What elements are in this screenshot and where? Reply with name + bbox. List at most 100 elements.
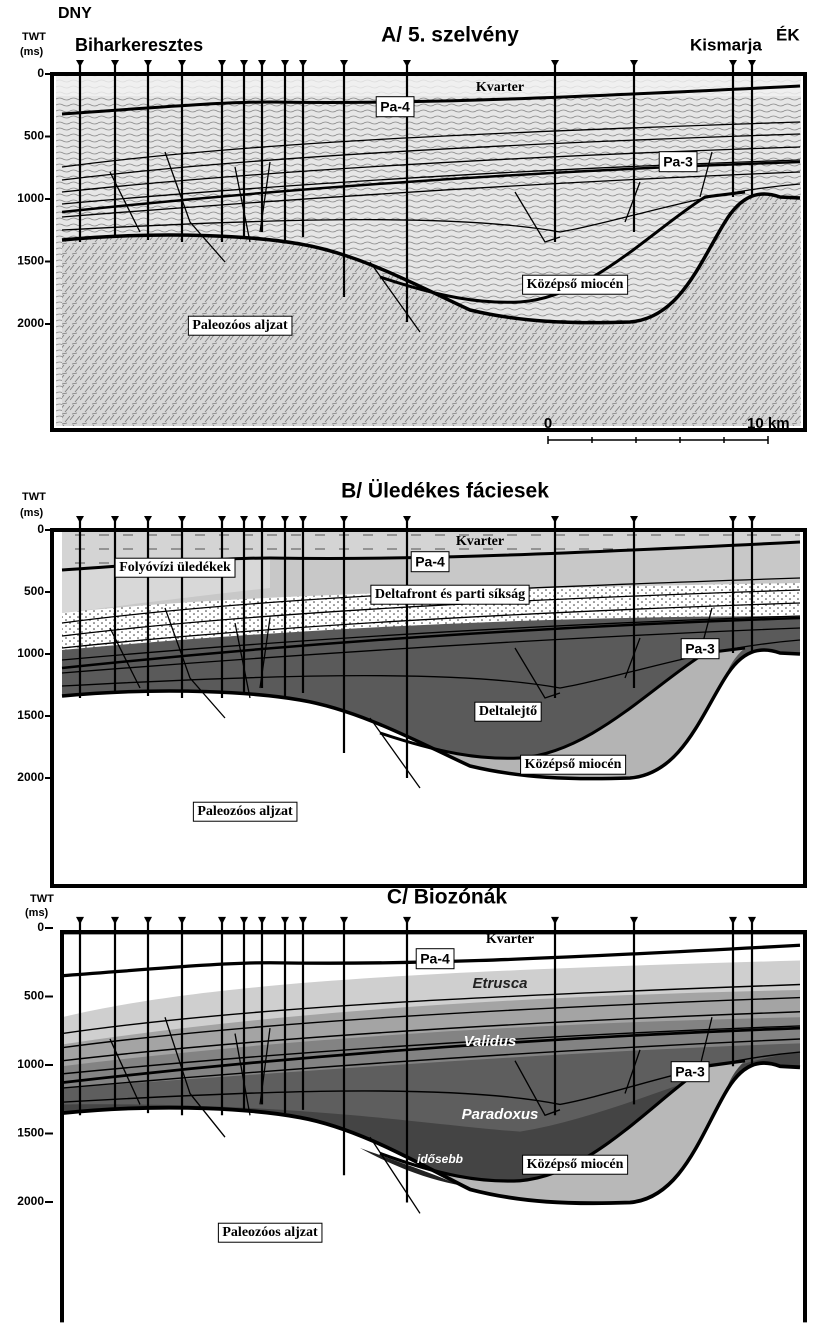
horizon-label: Pa-3 [685, 641, 715, 657]
figure: DNY TWT (ms) Biharkeresztes A/ 5. szelvé… [0, 0, 819, 1331]
well-head [630, 516, 638, 523]
axis-title: TWT [30, 893, 54, 905]
well-head [76, 917, 84, 925]
well-head [551, 60, 559, 67]
y-tick-label: 500 [24, 584, 44, 598]
scale-label: 0 [544, 415, 552, 432]
well-head [748, 516, 756, 523]
unit-label: Középső miocén [527, 1157, 624, 1172]
y-tick-label: 500 [24, 989, 44, 1003]
biozone-label: Etrusca [472, 975, 527, 992]
axis-unit: (ms) [20, 507, 44, 519]
well-head [258, 60, 266, 67]
well-head [551, 917, 559, 925]
well-head [551, 516, 559, 523]
axis-unit: (ms) [25, 907, 49, 919]
well-head [299, 60, 307, 67]
side-label: DNY [58, 5, 92, 22]
well-head [111, 516, 119, 523]
biozone-label: Paradoxus [462, 1106, 539, 1123]
panel-title: A/ 5. szelvény [381, 24, 519, 47]
well-head [144, 60, 152, 67]
well-head [729, 516, 737, 523]
horizon-label: Pa-4 [380, 99, 410, 115]
unit-label: Paleozóos aljzat [222, 1225, 318, 1240]
well-head [258, 516, 266, 523]
y-tick-label: 2000 [17, 770, 44, 784]
well-head [111, 917, 119, 925]
y-tick-label: 1000 [17, 646, 44, 660]
unit-label: Kvarter [476, 80, 524, 95]
unit-label: Kvarter [456, 534, 504, 549]
horizon-label: Pa-4 [415, 554, 445, 570]
unit-label: Középső miocén [525, 757, 622, 772]
y-tick-label: 2000 [17, 1194, 44, 1208]
scale-label: 10 km [747, 415, 790, 432]
horizon-label: Pa-4 [420, 951, 450, 967]
quaternary-band [56, 76, 801, 96]
unit-label: Középső miocén [527, 277, 624, 292]
horizon-label: Pa-3 [675, 1064, 705, 1080]
well-head [299, 516, 307, 523]
well-head [340, 917, 348, 925]
well-head [240, 60, 248, 67]
well-head [403, 516, 411, 523]
well-head [403, 60, 411, 67]
well-head [218, 60, 226, 67]
panel-title: C/ Biozónák [387, 886, 507, 909]
axis-title: TWT [22, 31, 46, 43]
y-tick-label: 0 [37, 920, 44, 934]
y-tick-label: 1500 [17, 708, 44, 722]
section-a [52, 60, 805, 430]
well-head [729, 60, 737, 67]
well-head [111, 60, 119, 67]
well-head [240, 516, 248, 523]
well-head [340, 516, 348, 523]
section-c [62, 917, 805, 1322]
y-tick-label: 1500 [17, 1126, 44, 1140]
axis-title: TWT [22, 491, 46, 503]
y-tick-label: 0 [37, 66, 44, 80]
well-head [258, 917, 266, 925]
well-head [729, 917, 737, 925]
facies-label: Deltalejtő [479, 704, 537, 719]
well-head [178, 516, 186, 523]
well-head [299, 917, 307, 925]
y-tick-label: 1000 [17, 191, 44, 205]
y-tick-label: 500 [24, 129, 44, 143]
y-tick-label: 0 [37, 522, 44, 536]
axis-unit: (ms) [20, 46, 44, 58]
well-head [218, 516, 226, 523]
well-head [630, 60, 638, 67]
unit-label: Paleozóos aljzat [197, 804, 293, 819]
well-head [218, 917, 226, 925]
well-head [748, 917, 756, 925]
well-head [76, 516, 84, 523]
place-label: Biharkeresztes [75, 35, 203, 55]
biozone-label: idősebb [417, 1152, 463, 1166]
well-head [76, 60, 84, 67]
y-tick-label: 1000 [17, 1057, 44, 1071]
horizon-label: Pa-3 [663, 154, 693, 170]
page: DNY TWT (ms) Biharkeresztes A/ 5. szelvé… [0, 0, 819, 1331]
y-tick-label: 1500 [17, 254, 44, 268]
y-tick-label: 2000 [17, 316, 44, 330]
side-label: ÉK [776, 25, 800, 44]
well-head [281, 60, 289, 67]
well-head [748, 60, 756, 67]
scale-bar-line [548, 436, 768, 444]
well-head [340, 60, 348, 67]
well-head [281, 516, 289, 523]
well-head [281, 917, 289, 925]
well-head [144, 516, 152, 523]
well-head [144, 917, 152, 925]
well-head [403, 917, 411, 925]
facies-label: Folyóvízi üledékek [119, 560, 231, 575]
facies-label: Deltafront és parti síkság [375, 587, 525, 602]
well-head [240, 917, 248, 925]
well-head [178, 60, 186, 67]
biozone-label: Validus [464, 1033, 517, 1050]
unit-label: Kvarter [486, 932, 534, 947]
well-head [630, 917, 638, 925]
place-label: Kismarja [690, 35, 762, 54]
